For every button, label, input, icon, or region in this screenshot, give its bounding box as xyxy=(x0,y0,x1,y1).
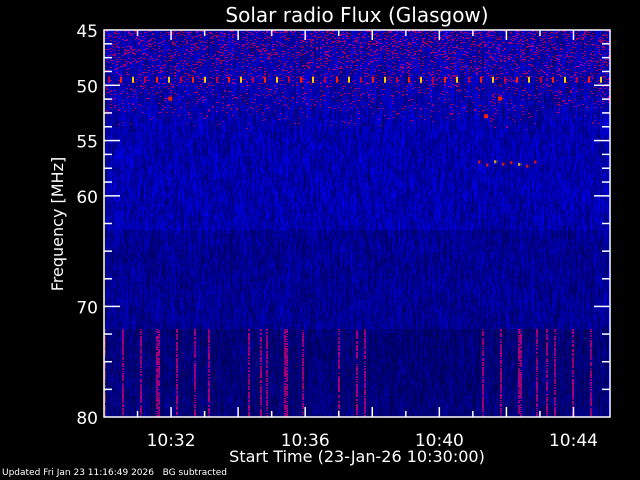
x-tick-label: 10:44 xyxy=(549,431,598,451)
x-tick-label: 10:36 xyxy=(281,431,330,451)
x-tick-label: 10:40 xyxy=(415,431,464,451)
y-tick-label: 45 xyxy=(76,22,98,42)
footer: Updated Fri Jan 23 11:16:49 2026 BG subt… xyxy=(2,468,227,478)
bg-subtracted-note: BG subtracted xyxy=(162,468,228,478)
x-axis-label: Start Time (23-Jan-26 10:30:00) xyxy=(229,447,485,466)
y-tick-label: 50 xyxy=(76,77,98,97)
y-tick-label: 70 xyxy=(76,298,98,318)
updated-timestamp: Updated Fri Jan 23 11:16:49 2026 xyxy=(2,468,154,478)
plot-frame xyxy=(103,29,611,418)
y-axis-label: Frequency [MHz] xyxy=(48,157,67,291)
spectrogram-heatmap xyxy=(104,30,610,417)
y-tick-label: 80 xyxy=(76,409,98,429)
chart-title: Solar radio Flux (Glasgow) xyxy=(225,3,488,27)
x-tick-label: 10:32 xyxy=(147,431,196,451)
y-tick-label: 55 xyxy=(76,133,98,153)
y-tick-label: 60 xyxy=(76,188,98,208)
